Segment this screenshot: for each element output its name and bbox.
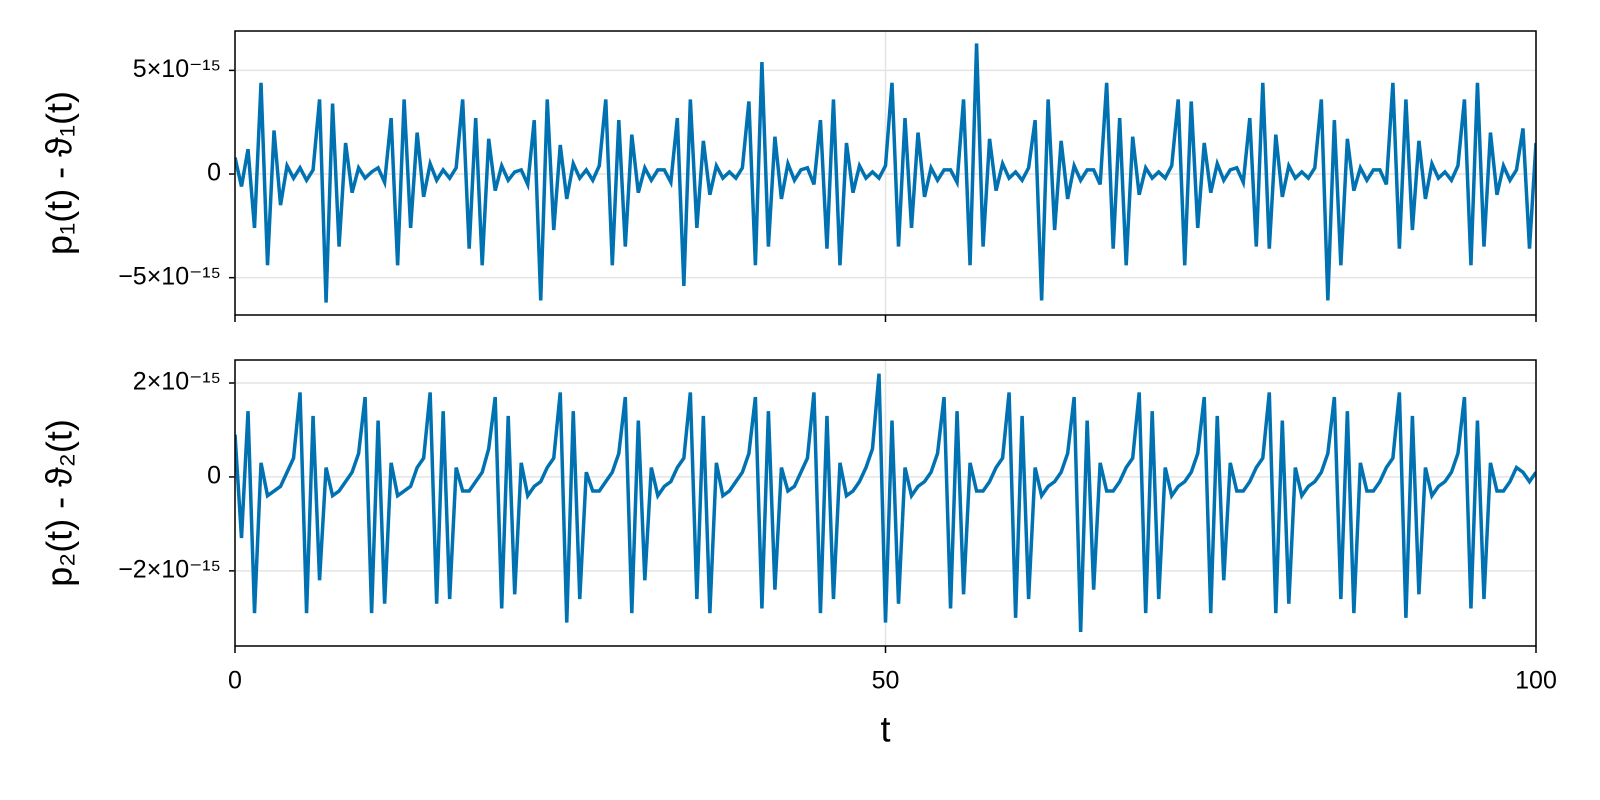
- y-tick-label: 0: [207, 159, 221, 187]
- x-axis-label: t: [880, 709, 890, 750]
- y-tick-label: −5×10⁻¹⁵: [118, 262, 221, 290]
- x-tick-label: 50: [872, 667, 900, 695]
- y-axis-label: p₁(t) - ϑ₁(t): [39, 91, 80, 255]
- axes-frame: [234, 359, 1537, 647]
- x-tick-label: 100: [1515, 667, 1557, 695]
- x-tick-label: 0: [228, 667, 242, 695]
- y-tick-label: 0: [207, 462, 221, 490]
- y-axis-label: p₂(t) - ϑ₂(t): [39, 419, 80, 587]
- series-line: [235, 43, 1536, 303]
- axes-frame: [234, 30, 1537, 316]
- series-line: [235, 373, 1536, 632]
- y-tick-label: −2×10⁻¹⁵: [118, 555, 221, 583]
- y-tick-label: 2×10⁻¹⁵: [133, 368, 221, 396]
- y-tick-label: 5×10⁻¹⁵: [133, 55, 221, 83]
